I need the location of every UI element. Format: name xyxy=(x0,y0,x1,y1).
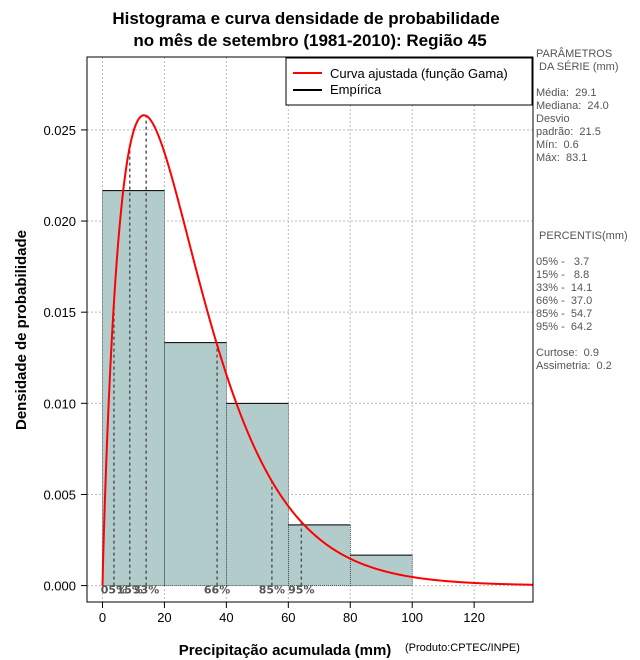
percentile-lines: 05%15%33% 66% 85% 95% xyxy=(101,115,314,597)
percentile-label-95: 95% xyxy=(288,584,314,597)
y-axis: 0.000 0.005 0.010 0.015 0.020 0.025 xyxy=(43,123,87,594)
histogram-bar xyxy=(226,403,289,586)
stat-skewness: Assimetria: 0.2 xyxy=(536,360,612,372)
stat-max: Máx: 83.1 xyxy=(536,152,588,164)
stat-std-label: Desvio xyxy=(536,113,570,125)
percentile-label-15: 15% xyxy=(117,584,143,597)
histogram-bars xyxy=(102,190,413,586)
percentile-label-33: 33% xyxy=(133,584,159,597)
percentile-33: 33% - 14.1 xyxy=(536,282,593,294)
plot-frame xyxy=(86,56,534,603)
stat-kurtosis: Curtose: 0.9 xyxy=(536,347,599,359)
y-tick-label: 0.010 xyxy=(43,396,76,411)
stats-header-line-2: DA SÉRIE (mm) xyxy=(536,61,619,73)
y-tick-label: 0.020 xyxy=(43,214,76,229)
percentile-label-05: 05% xyxy=(101,584,127,597)
stats-header-line-1: PARÂMETROS xyxy=(536,48,613,60)
legend-box xyxy=(285,57,533,106)
x-axis-label: Precipitação acumulada (mm) xyxy=(179,642,392,659)
gamma-curve xyxy=(101,114,534,586)
credit-text: (Produto:CPTEC/INPE) xyxy=(405,642,520,654)
x-tick-label: 40 xyxy=(219,610,233,625)
x-tick-label: 0 xyxy=(99,610,106,625)
chart-title-line-1: Histograma e curva densidade de probabil… xyxy=(112,9,499,28)
stat-mean: Média: 29.1 xyxy=(536,87,597,99)
x-tick-label: 60 xyxy=(281,610,295,625)
percentile-85: 85% - 54.7 xyxy=(536,308,593,320)
x-tick-label: 100 xyxy=(401,610,423,625)
histogram-bar xyxy=(164,342,227,586)
stat-std: padrão: 21.5 xyxy=(536,126,601,138)
histogram-bar xyxy=(288,524,351,586)
legend-label-empirical: Empírica xyxy=(330,82,382,97)
y-tick-label: 0.000 xyxy=(43,579,76,594)
chart-title-line-2: no mês de setembro (1981-2010): Região 4… xyxy=(133,31,486,50)
percentile-05: 05% - 3.7 xyxy=(536,256,590,268)
percentile-label-85: 85% xyxy=(259,584,285,597)
x-axis: 0 20 40 60 80 100 120 xyxy=(99,602,485,625)
y-tick-label: 0.025 xyxy=(43,123,76,138)
percentile-label-66: 66% xyxy=(204,584,230,597)
legend-label-fit: Curva ajustada (função Gama) xyxy=(330,66,508,81)
percentiles-header: PERCENTIS(mm) xyxy=(536,230,628,242)
x-tick-label: 20 xyxy=(157,610,171,625)
x-tick-label: 120 xyxy=(463,610,485,625)
stat-min: Mín: 0.6 xyxy=(536,139,579,151)
y-tick-label: 0.015 xyxy=(43,305,76,320)
gamma-curve-path xyxy=(101,114,534,586)
percentile-95: 95% - 64.2 xyxy=(536,321,593,333)
y-tick-label: 0.005 xyxy=(43,487,76,502)
histogram-bar xyxy=(102,190,165,586)
percentile-66: 66% - 37.0 xyxy=(536,295,593,307)
y-axis-label: Densidade de probabilidade xyxy=(13,230,30,430)
percentile-15: 15% - 8.8 xyxy=(536,269,590,281)
stat-median: Mediana: 24.0 xyxy=(536,100,609,112)
series-parameters-panel: PARÂMETROS DA SÉRIE (mm) Média: 29.1 Med… xyxy=(536,48,640,373)
x-tick-label: 80 xyxy=(343,610,357,625)
legend: Curva ajustada (função Gama) Empírica xyxy=(285,57,533,106)
